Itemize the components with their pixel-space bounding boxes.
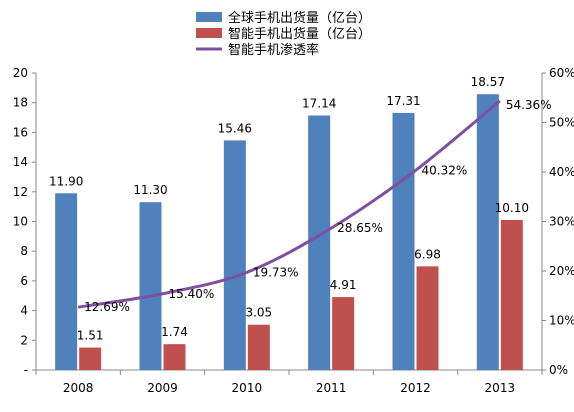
bar-global bbox=[139, 202, 162, 370]
left-tick-label: 8 bbox=[20, 244, 28, 258]
left-tick-label: 6 bbox=[20, 274, 28, 288]
bar-data-label: 10.10 bbox=[495, 201, 529, 215]
x-tick-label: 2012 bbox=[400, 381, 431, 395]
bar-global bbox=[55, 193, 78, 370]
legend-swatch bbox=[196, 28, 222, 38]
bar-data-label: 3.05 bbox=[245, 306, 272, 320]
bar-smart bbox=[500, 220, 523, 370]
left-tick-label: 4 bbox=[20, 304, 28, 318]
x-tick-label: 2010 bbox=[232, 381, 263, 395]
bar-data-label: 15.46 bbox=[218, 121, 252, 135]
line-data-label: 19.73% bbox=[253, 265, 299, 279]
right-tick-label: 20% bbox=[549, 264, 574, 278]
bar-smart bbox=[163, 344, 186, 370]
bar-smart bbox=[332, 297, 355, 370]
bar-data-label: 4.91 bbox=[330, 278, 357, 292]
penetration-line bbox=[77, 99, 501, 309]
bar-global bbox=[392, 112, 415, 370]
line-data-label: 15.40% bbox=[169, 287, 215, 301]
right-tick-label: 50% bbox=[549, 116, 574, 130]
right-tick-label: 0% bbox=[549, 363, 568, 377]
bar-data-label: 17.14 bbox=[302, 96, 336, 110]
bar-smart bbox=[247, 324, 270, 370]
legend: 全球手机出货量（亿台）智能手机出货量（亿台）智能手机渗透率 bbox=[196, 10, 371, 58]
left-tick-label: 2 bbox=[20, 333, 28, 347]
right-tick-label: 10% bbox=[549, 314, 574, 328]
line-data-label: 12.69% bbox=[84, 300, 130, 314]
legend-label: 智能手机出货量（亿台） bbox=[228, 26, 371, 42]
bar-data-label: 18.57 bbox=[471, 75, 505, 89]
bars bbox=[55, 94, 523, 370]
line-data-label: 40.32% bbox=[422, 163, 468, 177]
bar-data-label: 1.74 bbox=[161, 325, 188, 339]
legend-label: 全球手机出货量（亿台） bbox=[228, 10, 371, 26]
line-data-label: 28.65% bbox=[337, 221, 383, 235]
bar-smart bbox=[79, 347, 102, 370]
bar-data-label: 11.90 bbox=[49, 174, 83, 188]
x-axis: 2008 2009 2010 2011 2012 2013 bbox=[35, 369, 543, 395]
right-tick-label: 60% bbox=[549, 66, 574, 80]
bar-data-label: 1.51 bbox=[77, 329, 104, 343]
bar-global bbox=[476, 94, 499, 370]
left-tick-label: 10 bbox=[13, 215, 28, 229]
penetration-line-path bbox=[77, 99, 501, 309]
left-tick-label: 12 bbox=[13, 185, 28, 199]
legend-swatch bbox=[196, 12, 222, 22]
left-axis: - 2 4 6 8 10 12 14 16 18 20 bbox=[13, 66, 37, 377]
bar-global bbox=[308, 115, 331, 370]
x-tick-label: 2008 bbox=[63, 381, 94, 395]
left-tick-label: 16 bbox=[13, 125, 28, 139]
x-tick-label: 2013 bbox=[485, 381, 516, 395]
legend-label: 智能手机渗透率 bbox=[228, 42, 319, 58]
right-tick-label: 40% bbox=[549, 165, 574, 179]
right-axis: 0% 10% 20% 30% 40% 50% 60% bbox=[541, 66, 574, 377]
x-tick-label: 2009 bbox=[147, 381, 178, 395]
bar-smart bbox=[416, 266, 439, 370]
bar-data-label: 6.98 bbox=[414, 247, 441, 261]
left-tick-label: 14 bbox=[13, 155, 28, 169]
x-tick-label: 2011 bbox=[316, 381, 347, 395]
bar-data-label: 17.31 bbox=[386, 94, 420, 108]
bar-global bbox=[223, 140, 246, 370]
left-tick-label: 20 bbox=[13, 66, 28, 80]
right-tick-label: 30% bbox=[549, 215, 574, 229]
line-data-label: 54.36% bbox=[506, 98, 552, 112]
left-tick-label: - bbox=[24, 363, 28, 377]
bar-data-label: 11.30 bbox=[133, 183, 167, 197]
data-labels: 11.90 11.30 15.46 17.14 17.31 18.57 1.51 1.74 3.… bbox=[49, 75, 552, 342]
left-tick-label: 18 bbox=[13, 96, 28, 110]
